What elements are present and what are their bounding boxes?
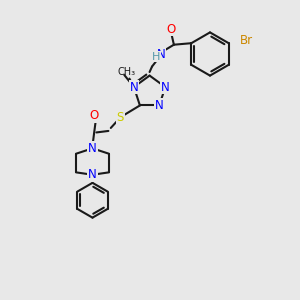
Text: N: N <box>157 48 166 61</box>
Text: N: N <box>161 80 170 94</box>
Text: O: O <box>89 110 99 122</box>
Text: S: S <box>117 111 124 124</box>
Text: N: N <box>130 80 138 94</box>
Text: O: O <box>167 22 176 36</box>
Text: Br: Br <box>240 34 253 47</box>
Text: N: N <box>155 99 164 112</box>
Text: N: N <box>88 142 97 155</box>
Text: CH₃: CH₃ <box>117 67 136 77</box>
Text: H: H <box>152 52 160 62</box>
Text: N: N <box>88 168 97 181</box>
